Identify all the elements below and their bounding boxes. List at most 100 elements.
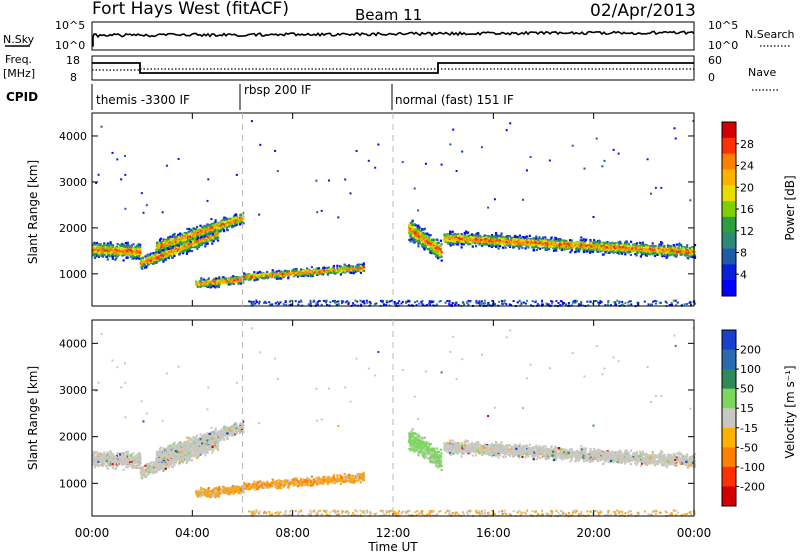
power-pixel: [214, 278, 217, 281]
power-pixel: [593, 241, 596, 244]
nsearch-tick-bottom: 10^0: [708, 39, 738, 52]
power-pixel: [349, 268, 352, 271]
power-pixel: [578, 246, 581, 249]
power-pixel: [95, 246, 98, 249]
power-pixel: [113, 254, 116, 257]
power-pixel: [445, 234, 448, 237]
power-pixel: [550, 237, 553, 240]
power-pixel: [583, 248, 586, 251]
power-pixel: [494, 238, 497, 241]
power-pixel: [537, 242, 540, 245]
power-pixel: [519, 237, 522, 240]
power-pixel: [680, 245, 683, 249]
power-pixel: [685, 303, 688, 305]
power-pixel: [195, 239, 198, 242]
power-pixel: [279, 274, 282, 277]
power-pixel: [292, 273, 295, 277]
power-pixel: [594, 244, 597, 247]
power-pixel: [541, 242, 544, 245]
power-pixel: [574, 242, 577, 245]
power-pixel: [408, 232, 411, 235]
power-pixel: [103, 246, 106, 249]
power-pixel: [300, 274, 303, 277]
noise-trace: [92, 30, 695, 47]
power-pixel: [651, 252, 654, 255]
power-pixel: [215, 228, 218, 231]
power-pixel: [93, 256, 96, 260]
power-pixel: [583, 242, 586, 245]
power-pixel: [268, 274, 272, 277]
power-pixel: [122, 252, 125, 255]
power-pixel: [346, 268, 349, 271]
power-pixel: [582, 251, 585, 254]
power-pixel: [214, 225, 217, 228]
power-pixel: [197, 237, 200, 240]
power-pixel: [449, 244, 452, 247]
power-pixel: [328, 268, 331, 271]
power-pixel: [675, 253, 678, 256]
power-pixel: [600, 248, 603, 251]
power-pixel: [433, 252, 436, 256]
power-pixel: [431, 248, 434, 251]
power-pixel: [331, 267, 334, 271]
power-pixel: [454, 238, 458, 241]
power-pixel: [323, 269, 326, 272]
power-pixel: [359, 267, 362, 270]
power-pixel: [352, 272, 355, 275]
power-pixel: [114, 246, 118, 249]
power-pixel: [526, 237, 529, 240]
power-pixel: [332, 268, 336, 271]
power-pixel: [100, 251, 103, 254]
power-pixel: [177, 247, 180, 250]
power-pixel: [408, 238, 411, 241]
power-pixel: [385, 301, 388, 304]
power-pixel: [409, 222, 413, 225]
power-pixel: [216, 232, 219, 235]
power-pixel: [203, 227, 206, 230]
power-pixel: [306, 270, 309, 273]
power-pixel: [190, 246, 193, 249]
power-pixel: [570, 245, 573, 248]
power-pixel: [652, 252, 655, 255]
power-pixel: [200, 236, 203, 239]
power-pixel: [163, 245, 166, 248]
power-pixel: [494, 234, 498, 237]
power-pixel: [462, 240, 465, 243]
power-pixel: [183, 232, 186, 235]
power-pixel: [204, 279, 207, 282]
power-pixel: [295, 269, 298, 272]
cpid-segment-rbsp: rbsp 200 IF: [244, 83, 311, 97]
power-pixel: [157, 246, 160, 249]
power-pixel: [149, 257, 152, 261]
power-pixel: [167, 254, 171, 257]
power-pixel: [537, 239, 540, 242]
power-pixel: [435, 248, 438, 251]
power-pixel: [537, 241, 540, 244]
power-pixel: [214, 281, 217, 284]
power-pixel: [479, 234, 482, 237]
power-pixel: [208, 227, 211, 230]
power-pixel: [567, 302, 570, 304]
power-pixel: [165, 243, 168, 246]
power-pixel: [163, 253, 166, 256]
power-pixel: [422, 240, 425, 243]
power-pixel: [412, 240, 415, 243]
power-pixel: [439, 239, 443, 242]
power-pixel: [142, 260, 145, 264]
power-pixel: [483, 240, 486, 243]
power-pixel: [417, 224, 420, 227]
power-pixel: [162, 251, 165, 254]
power-pixel: [457, 234, 460, 238]
nsky-tick-top: 10^5: [55, 19, 85, 32]
power-pixel: [228, 282, 231, 285]
power-pixel: [670, 246, 673, 250]
power-pixel: [180, 251, 183, 254]
power-pixel: [533, 246, 536, 249]
power-pixel: [476, 234, 480, 237]
power-pixel: [318, 272, 321, 276]
power-pixel: [198, 237, 201, 241]
power-pixel: [161, 252, 164, 255]
power-pixel: [167, 252, 170, 255]
power-pixel: [605, 241, 608, 244]
power-pixel: [410, 236, 413, 239]
